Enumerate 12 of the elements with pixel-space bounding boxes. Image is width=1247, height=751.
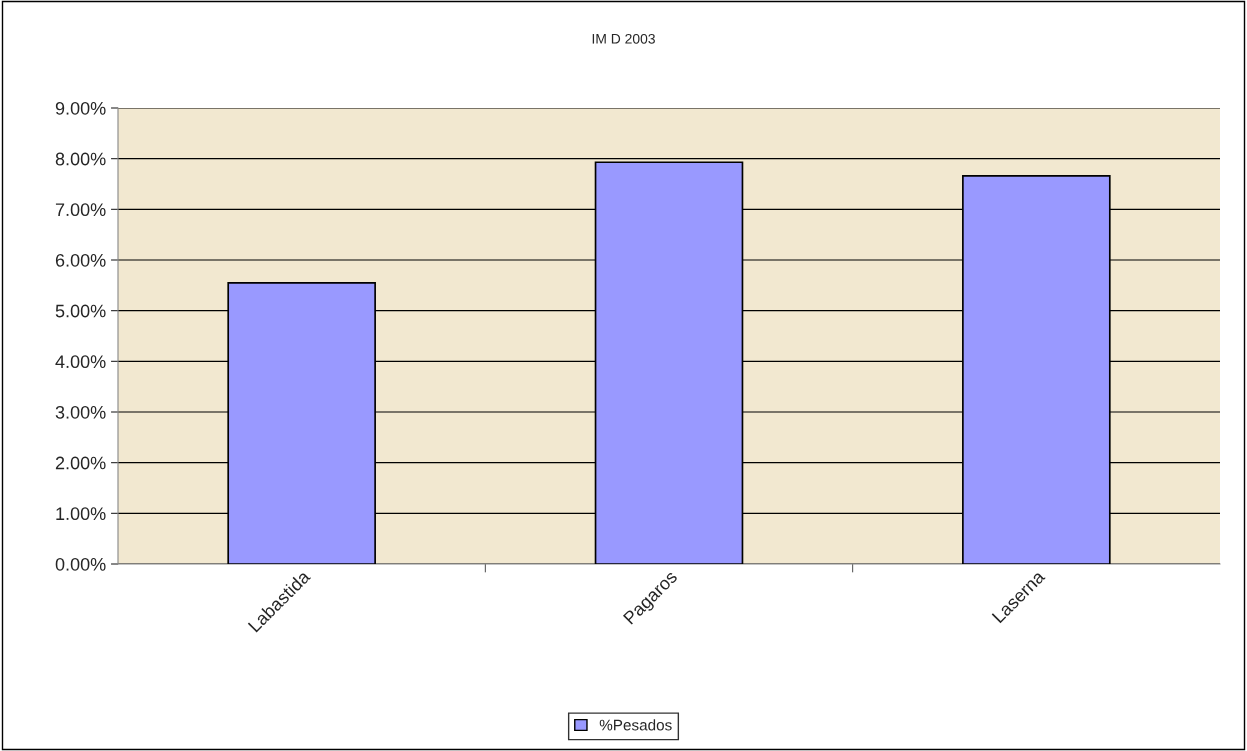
- y-tick-label: 0.00%: [55, 557, 106, 571]
- y-tick-label: 6.00%: [55, 253, 106, 267]
- y-tick-label: 9.00%: [55, 101, 106, 115]
- y-tick-label: 2.00%: [55, 456, 106, 470]
- y-tick-label: 7.00%: [55, 203, 106, 217]
- y-tick-label: 8.00%: [55, 152, 106, 166]
- y-tick-label: 1.00%: [56, 507, 106, 521]
- y-tick-label: 3.00%: [55, 405, 106, 419]
- chart-title: IM D 2003: [592, 33, 655, 44]
- legend-label: %Pesados: [599, 719, 672, 731]
- y-tick-label: 5.00%: [55, 304, 106, 318]
- y-tick-label: 4.00%: [55, 355, 106, 369]
